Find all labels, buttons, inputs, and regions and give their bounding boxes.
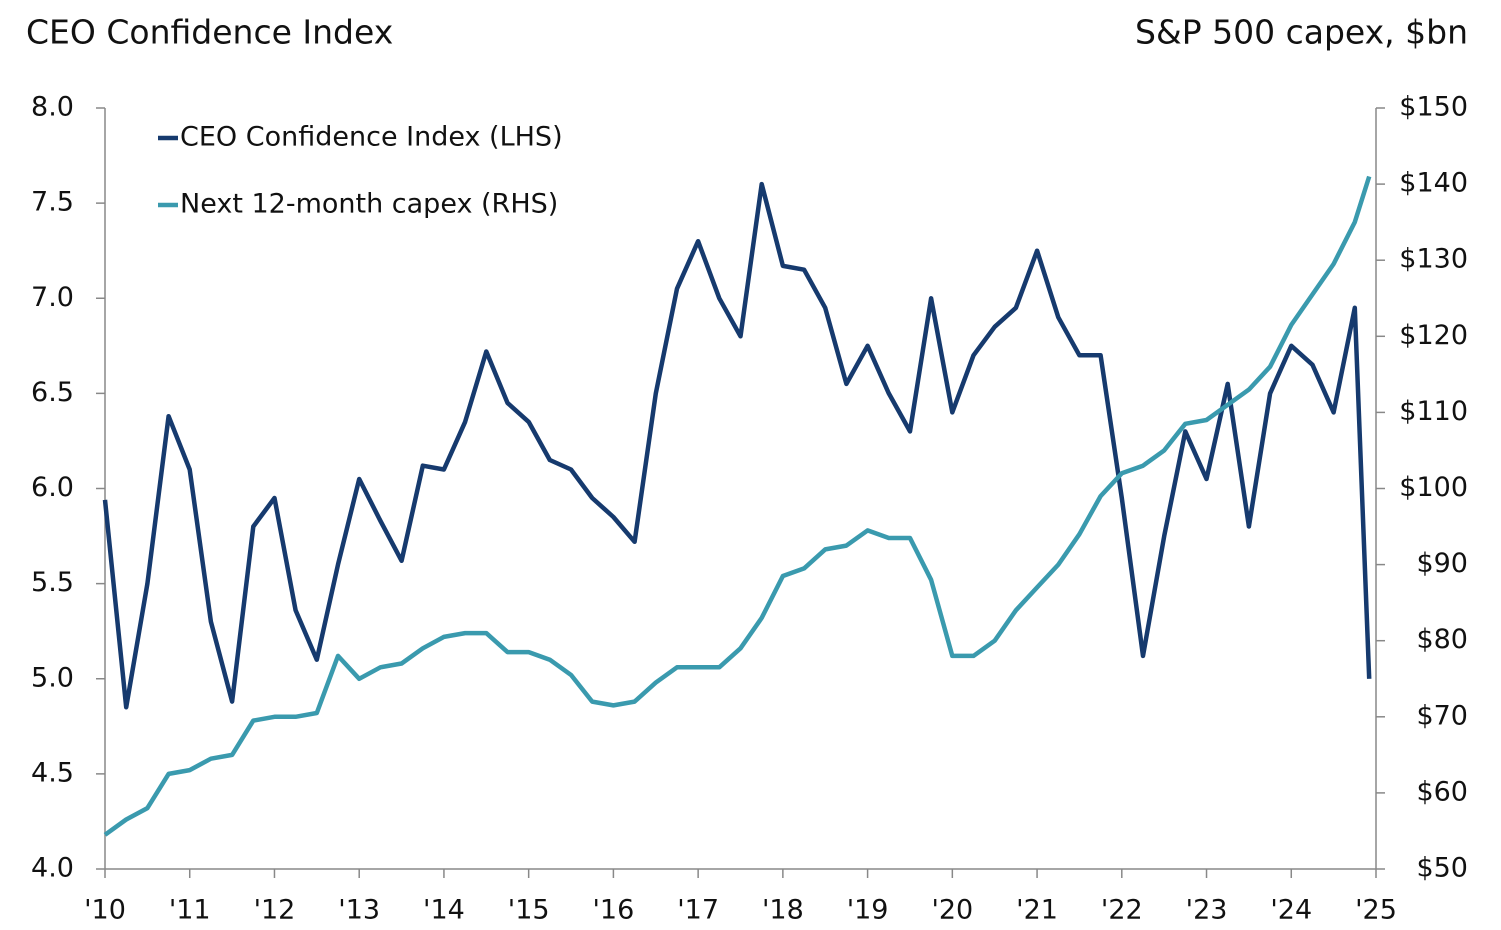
- y-tick-label: 4.0: [31, 853, 74, 884]
- chart-title: CEO Confidence Index: [26, 13, 393, 52]
- series-line: [103, 175, 1372, 837]
- legend-label: CEO Confidence Index (LHS): [180, 122, 563, 153]
- legend-label: Next 12-month capex (RHS): [180, 189, 558, 220]
- y2-tick-label: $110: [1399, 396, 1468, 427]
- x-tick-label: '18: [762, 895, 804, 926]
- y2-tick-label: $60: [1416, 776, 1468, 807]
- x-tick-label: '20: [931, 895, 973, 926]
- x-tick-label: '16: [593, 895, 635, 926]
- y-tick-label: 8.0: [31, 92, 74, 123]
- x-tick-label: '12: [254, 895, 296, 926]
- y-tick-label: 7.5: [31, 187, 74, 218]
- y2-tick-label: $140: [1399, 168, 1468, 199]
- y2-axis-title: S&P 500 capex, $bn: [1135, 13, 1468, 52]
- x-tick-label: '21: [1016, 895, 1058, 926]
- x-tick-label: '23: [1186, 895, 1228, 926]
- x-tick-label: '19: [847, 895, 889, 926]
- y2-tick-label: $70: [1416, 700, 1468, 731]
- y-tick-label: 6.0: [31, 472, 74, 503]
- y2-tick-label: $100: [1399, 472, 1468, 503]
- x-tick-label: '24: [1270, 895, 1312, 926]
- x-tick-label: '25: [1355, 895, 1397, 926]
- x-tick-label: '15: [508, 895, 550, 926]
- y2-tick-label: $130: [1399, 244, 1468, 275]
- y2-tick-label: $150: [1399, 92, 1468, 123]
- y-tick-label: 6.5: [31, 377, 74, 408]
- y2-tick-label: $90: [1416, 548, 1468, 579]
- x-tick-label: '22: [1101, 895, 1143, 926]
- y-tick-label: 5.5: [31, 567, 74, 598]
- series-line: [102, 181, 1372, 710]
- x-tick-label: '17: [677, 895, 719, 926]
- x-tick-label: '10: [84, 895, 126, 926]
- y-tick-label: 4.5: [31, 757, 74, 788]
- x-tick-label: '13: [338, 895, 380, 926]
- x-tick-label: '11: [169, 895, 211, 926]
- y2-tick-label: $120: [1399, 320, 1468, 351]
- x-tick-label: '14: [423, 895, 465, 926]
- y-tick-label: 7.0: [31, 282, 74, 313]
- y2-tick-label: $80: [1416, 624, 1468, 655]
- y2-tick-label: $50: [1416, 853, 1468, 884]
- y-tick-label: 5.0: [31, 662, 74, 693]
